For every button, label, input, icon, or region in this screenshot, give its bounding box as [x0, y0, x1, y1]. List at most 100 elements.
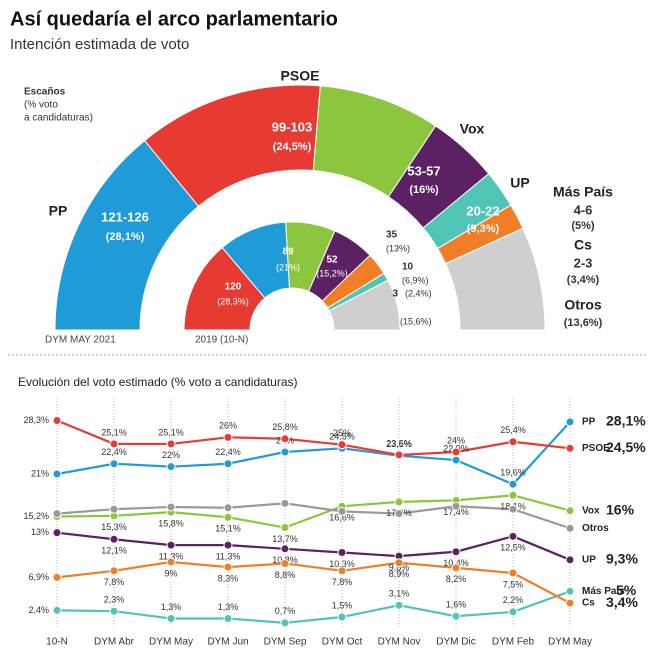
party-name: Cs [574, 237, 592, 253]
series-line [56, 421, 571, 486]
vote-label: (24,5%) [273, 141, 312, 153]
data-label: 8,9% [389, 569, 410, 579]
data-label: 2,2% [503, 595, 524, 605]
data-point [280, 447, 290, 457]
data-label: 24% [447, 435, 465, 445]
series-end-value: 28,1% [606, 413, 646, 429]
vote-label: (15,6%) [400, 316, 432, 326]
data-label: 25% [333, 428, 351, 438]
seats-label: 120 [225, 282, 242, 293]
data-point [52, 509, 62, 519]
party-name: Vox [460, 121, 485, 137]
data-label: 8,8% [275, 570, 296, 580]
seats-label: 4-6 [574, 202, 593, 217]
series-end-value: 3,4% [606, 594, 638, 610]
annotation: Escaños [24, 87, 66, 98]
vote-label: (2,4%) [405, 288, 432, 298]
data-point [508, 479, 518, 489]
annotation: (% voto [24, 100, 58, 111]
arc-segment [444, 227, 546, 331]
data-label: 12,1% [101, 546, 127, 556]
x-tick-label: DYM Sep [264, 637, 307, 648]
seats-label: 3 [392, 289, 398, 300]
data-point [223, 503, 233, 513]
party-name: PSOE [281, 68, 320, 84]
seats-label: 121-126 [101, 209, 149, 224]
arc-label: DYM MAY 2021 [45, 335, 116, 346]
data-point [508, 568, 518, 578]
data-label: 2,3% [104, 595, 125, 605]
data-point [508, 531, 518, 541]
data-point [109, 459, 119, 469]
data-label: 11,3% [159, 552, 184, 562]
series-name: Cs [582, 598, 595, 609]
data-point [394, 497, 404, 507]
data-point [109, 534, 119, 544]
data-point [451, 563, 461, 573]
data-label: 23,5% [386, 439, 412, 449]
x-tick-label: DYM May [149, 637, 193, 648]
data-point [394, 600, 404, 610]
party-name: PP [49, 203, 68, 219]
data-point [565, 523, 575, 533]
data-label: 1,5% [332, 600, 353, 610]
x-tick-label: DYM Abr [94, 637, 135, 648]
data-point [223, 540, 233, 550]
data-point [565, 506, 575, 516]
data-point [223, 562, 233, 572]
seats-label: 2-3 [574, 255, 593, 270]
x-tick-label: 10-N [46, 637, 68, 648]
vote-label: (21%) [276, 262, 300, 272]
series-line [56, 531, 571, 561]
vote-label: (3,4%) [567, 274, 600, 286]
vote-label: (6,9%) [402, 275, 429, 285]
data-point [223, 512, 233, 522]
data-label: 28,3% [23, 415, 49, 425]
data-point [52, 415, 62, 425]
data-label: 6,9% [28, 572, 49, 582]
data-label: 25,8% [272, 422, 298, 432]
data-point [451, 611, 461, 621]
data-point [565, 598, 575, 608]
vote-label: (9,3%) [467, 223, 500, 235]
data-point [394, 450, 404, 460]
series-name: PSOE [582, 443, 610, 454]
data-point [565, 443, 575, 453]
data-label: 10,3% [329, 559, 355, 569]
data-label: 22,4% [215, 447, 241, 457]
arc-segment [328, 279, 401, 331]
data-label: 9,8% [389, 563, 410, 573]
data-point [508, 437, 518, 447]
data-point [223, 459, 233, 469]
vote-label: (16%) [409, 184, 439, 196]
data-point [337, 440, 347, 450]
series-line [56, 502, 571, 530]
data-label: 15,3% [101, 522, 127, 532]
data-label: 1,3% [161, 602, 182, 612]
data-label: 3,1% [389, 589, 410, 599]
data-point [52, 528, 62, 538]
data-point [109, 566, 119, 576]
data-point [52, 572, 62, 582]
series-name: Otros [582, 523, 609, 534]
data-point [52, 469, 62, 479]
x-tick-label: DYM Feb [492, 637, 535, 648]
data-point [280, 544, 290, 554]
series-end-value: 9,3% [606, 551, 638, 567]
data-label: 13% [31, 527, 49, 537]
data-label: 9% [164, 568, 177, 578]
data-point [337, 547, 347, 557]
data-point [166, 557, 176, 567]
data-label: 25,1% [101, 427, 127, 437]
chart-title: Evolución del voto estimado (% voto a ca… [18, 375, 298, 389]
data-label: 23,6% [386, 438, 412, 448]
vote-label: (28,1%) [106, 231, 145, 243]
seats-label: 89 [282, 247, 294, 258]
series-name: Vox [582, 505, 600, 516]
data-label: 21% [31, 468, 49, 478]
data-point [337, 566, 347, 576]
vote-label: (28,3%) [217, 296, 249, 306]
series-end-value: 5% [616, 582, 637, 598]
data-label: 10,4% [443, 558, 469, 568]
